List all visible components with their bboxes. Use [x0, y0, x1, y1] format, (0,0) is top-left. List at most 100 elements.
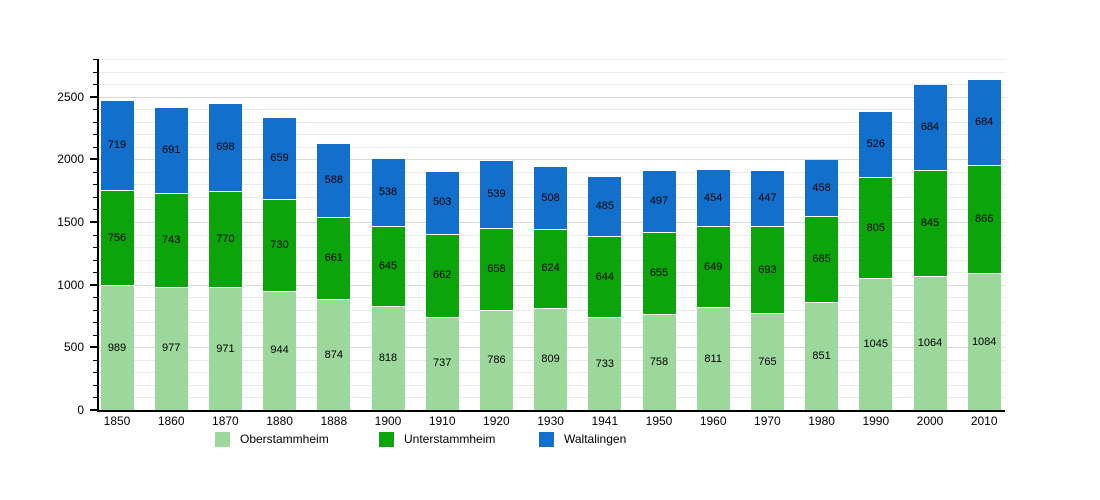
bar-value-label: 845: [920, 216, 940, 229]
legend-swatch-unterstammheim: [379, 431, 394, 447]
x-tick-label-1950: 1950: [645, 414, 673, 428]
bar-value-label: 659: [270, 151, 289, 164]
bar-value-label: 874: [324, 348, 343, 361]
bar-value-label: 485: [595, 199, 614, 212]
bar-value-label: 644: [595, 270, 614, 283]
bar-value-label: 454: [704, 191, 723, 204]
bar-group-2010: 1084 866 684: [967, 59, 1001, 410]
y-major-tick-2500: [90, 95, 97, 98]
y-minor-tick-2700: [93, 71, 97, 73]
x-axis-line: [97, 410, 1005, 412]
y-major-tick-1500: [90, 220, 97, 223]
bar-segment-unterstammheim-1970: 693: [750, 227, 784, 315]
y-tick-label-2500: 2500: [57, 89, 84, 104]
bar-value-label: 1045: [863, 338, 889, 350]
bar-segment-unterstammheim-1930: 624: [534, 230, 568, 309]
y-minor-tick-1300: [93, 247, 97, 249]
x-tick-label-1888: 1888: [320, 414, 348, 428]
gridline-2100: [99, 146, 1005, 148]
y-minor-tick-2400: [93, 109, 97, 111]
y-major-tick-0: [90, 409, 97, 411]
x-tick-label-1900: 1900: [374, 414, 402, 428]
bar-segment-oberstammheim-2010: 1084: [967, 274, 1001, 410]
bar-segment-waltalingen-1920: 539: [479, 161, 513, 229]
y-minor-tick-300: [93, 372, 97, 374]
bar-segment-oberstammheim-1970: 765: [750, 314, 784, 410]
bar-segment-unterstammheim-1860: 743: [154, 194, 188, 288]
bar-value-label: 1084: [971, 335, 997, 348]
bar-value-label: 743: [162, 233, 181, 246]
bar-segment-unterstammheim-1941: 644: [588, 237, 622, 319]
bar-value-label: 539: [487, 188, 506, 201]
bar-segment-oberstammheim-1941: 733: [588, 318, 622, 410]
bar-group-1880: 944 730 659: [263, 59, 297, 410]
x-tick-label-1970: 1970: [754, 414, 781, 428]
x-tick-label-1960: 1960: [699, 414, 727, 428]
y-minor-tick-2100: [93, 146, 97, 148]
y-tick-label-1500: 1500: [57, 214, 84, 229]
bar-segment-unterstammheim-1960: 649: [696, 227, 730, 309]
y-minor-tick-2200: [93, 134, 97, 136]
bar-value-label: 719: [107, 139, 127, 152]
bar-group-1900: 818 645 538: [371, 59, 405, 410]
y-minor-tick-1900: [93, 171, 97, 173]
bar-segment-unterstammheim-1900: 645: [371, 226, 405, 308]
bar-segment-oberstammheim-1888: 874: [317, 300, 351, 410]
y-axis-line: [97, 59, 99, 412]
bar-group-1920: 786 658 539: [479, 59, 513, 410]
bar-group-1970: 765 693 447: [750, 59, 784, 410]
gridline-2500: [99, 96, 1005, 98]
x-tick-label-1941: 1941: [591, 414, 619, 428]
y-minor-tick-1700: [93, 196, 97, 198]
bar-group-1930: 809 624 508: [534, 59, 568, 410]
bar-value-label: 733: [595, 357, 614, 370]
y-minor-tick-1400: [93, 234, 97, 236]
bar-group-1860: 977 743 691: [154, 59, 188, 410]
x-tick-label-1990: 1990: [862, 414, 890, 428]
y-minor-tick-600: [93, 334, 97, 336]
bar-segment-unterstammheim-2000: 845: [913, 170, 947, 277]
gridline-2200: [99, 134, 1005, 136]
y-tick-label-0: 0: [77, 403, 84, 417]
bar-segment-waltalingen-1990: 526: [859, 112, 893, 179]
y-minor-tick-700: [93, 322, 97, 324]
x-tick-label-1880: 1880: [266, 414, 293, 428]
bar-segment-waltalingen-1950: 497: [642, 170, 676, 233]
bar-value-label: 866: [975, 212, 994, 225]
y-minor-tick-400: [93, 359, 97, 361]
bar-segment-waltalingen-1910: 503: [425, 171, 459, 235]
gridline-2600: [99, 84, 1005, 86]
bar-value-label: 526: [866, 138, 885, 151]
bar-segment-oberstammheim-1980: 851: [805, 303, 839, 410]
bar-value-label: 971: [216, 342, 235, 355]
y-major-tick-2000: [90, 158, 97, 161]
bar-segment-unterstammheim-1910: 662: [425, 234, 459, 318]
bar-value-label: 691: [162, 144, 181, 157]
bar-group-1910: 737 662 503: [425, 59, 459, 410]
bar-value-label: 756: [107, 231, 127, 244]
legend-label-oberstammheim: Oberstammheim: [240, 431, 329, 446]
gridline-2000: [99, 159, 1005, 161]
y-minor-tick-1200: [93, 259, 97, 261]
bar-segment-waltalingen-1960: 454: [696, 170, 730, 227]
bar-segment-waltalingen-1880: 659: [263, 117, 297, 201]
bar-group-1850: 989 756 719: [100, 59, 134, 410]
bar-value-label: 503: [433, 196, 452, 209]
bar-group-1888: 874 661 588: [317, 59, 351, 410]
bar-segment-unterstammheim-1920: 658: [479, 229, 513, 312]
bar-segment-unterstammheim-1880: 730: [263, 200, 297, 292]
x-tick-label-1850: 1850: [103, 414, 131, 428]
bar-value-label: 765: [758, 355, 777, 368]
bar-group-1941: 733 644 485: [588, 59, 622, 410]
bar-value-label: 809: [541, 352, 560, 365]
bar-segment-oberstammheim-1860: 977: [154, 287, 188, 410]
y-minor-tick-800: [93, 309, 97, 311]
bar-segment-waltalingen-1850: 719: [100, 101, 134, 192]
bar-segment-oberstammheim-1920: 786: [479, 311, 513, 410]
gridline-2800: [99, 59, 1005, 60]
bar-segment-unterstammheim-1980: 685: [805, 217, 839, 304]
x-tick-label-1980: 1980: [808, 414, 835, 428]
bar-group-2000: 1064 845 684: [913, 59, 947, 410]
bar-segment-waltalingen-1860: 691: [154, 107, 188, 195]
